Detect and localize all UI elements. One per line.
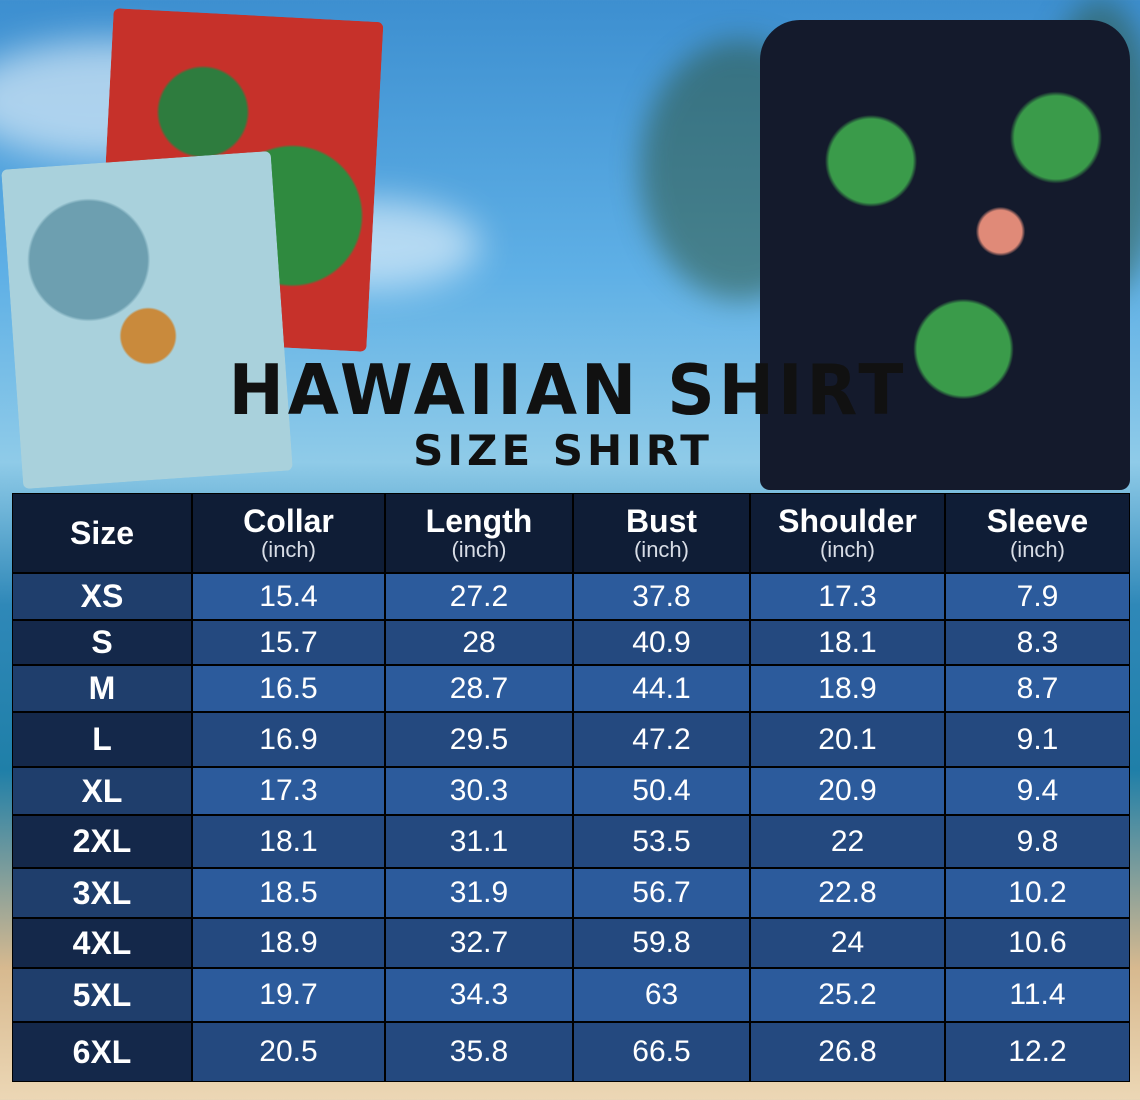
size-label-cell: 6XL bbox=[13, 1023, 191, 1081]
column-header-label: Length bbox=[425, 503, 533, 539]
size-label-cell: 4XL bbox=[13, 919, 191, 967]
measurement-cell: 22.8 bbox=[751, 869, 944, 917]
column-header-unit: (inch) bbox=[633, 537, 689, 562]
measurement-cell: 30.3 bbox=[386, 768, 572, 814]
column-header-unit: (inch) bbox=[451, 537, 507, 562]
column-header: Collar (inch) bbox=[193, 494, 384, 572]
measurement-cell: 40.9 bbox=[574, 621, 749, 664]
column-header: Size bbox=[13, 494, 191, 572]
size-label-cell: XL bbox=[13, 768, 191, 814]
size-label-cell: XS bbox=[13, 574, 191, 619]
size-chart-table: Size Collar (inch) Length (inch) Bust (inch) Sh… bbox=[12, 493, 1130, 1082]
measurement-cell: 20.5 bbox=[193, 1023, 384, 1081]
measurement-cell: 8.3 bbox=[946, 621, 1129, 664]
measurement-cell: 20.9 bbox=[751, 768, 944, 814]
column-header-unit: (inch) bbox=[1009, 537, 1065, 562]
measurement-cell: 19.7 bbox=[193, 969, 384, 1021]
measurement-cell: 63 bbox=[574, 969, 749, 1021]
measurement-cell: 53.5 bbox=[574, 816, 749, 867]
measurement-cell: 11.4 bbox=[946, 969, 1129, 1021]
measurement-cell: 18.1 bbox=[751, 621, 944, 664]
column-header: Shoulder (inch) bbox=[751, 494, 944, 572]
measurement-cell: 28 bbox=[386, 621, 572, 664]
measurement-cell: 10.2 bbox=[946, 869, 1129, 917]
measurement-cell: 56.7 bbox=[574, 869, 749, 917]
model-flamingo-shirt-image bbox=[760, 20, 1130, 490]
measurement-cell: 35.8 bbox=[386, 1023, 572, 1081]
measurement-cell: 31.9 bbox=[386, 869, 572, 917]
measurement-cell: 26.8 bbox=[751, 1023, 944, 1081]
measurement-cell: 15.7 bbox=[193, 621, 384, 664]
measurement-cell: 18.1 bbox=[193, 816, 384, 867]
column-header: Length (inch) bbox=[386, 494, 572, 572]
measurement-cell: 22 bbox=[751, 816, 944, 867]
measurement-cell: 12.2 bbox=[946, 1023, 1129, 1081]
measurement-cell: 47.2 bbox=[574, 713, 749, 766]
measurement-cell: 18.5 bbox=[193, 869, 384, 917]
measurement-cell: 16.5 bbox=[193, 666, 384, 711]
measurement-cell: 17.3 bbox=[193, 768, 384, 814]
size-label-cell: S bbox=[13, 621, 191, 664]
measurement-cell: 10.6 bbox=[946, 919, 1129, 967]
measurement-cell: 37.8 bbox=[574, 574, 749, 619]
measurement-cell: 31.1 bbox=[386, 816, 572, 867]
column-header-label: Sleeve bbox=[986, 503, 1089, 539]
measurement-cell: 17.3 bbox=[751, 574, 944, 619]
measurement-cell: 44.1 bbox=[574, 666, 749, 711]
column-header-label: Collar bbox=[243, 503, 334, 539]
column-header: Bust (inch) bbox=[574, 494, 749, 572]
measurement-cell: 9.1 bbox=[946, 713, 1129, 766]
measurement-cell: 16.9 bbox=[193, 713, 384, 766]
measurement-cell: 27.2 bbox=[386, 574, 572, 619]
measurement-cell: 34.3 bbox=[386, 969, 572, 1021]
size-label-cell: 5XL bbox=[13, 969, 191, 1021]
measurement-cell: 66.5 bbox=[574, 1023, 749, 1081]
measurement-cell: 28.7 bbox=[386, 666, 572, 711]
size-label-cell: 2XL bbox=[13, 816, 191, 867]
column-header-label: Size bbox=[69, 515, 135, 551]
page-title: HAWAIIAN SHIRT bbox=[228, 350, 908, 431]
column-header: Sleeve (inch) bbox=[946, 494, 1129, 572]
measurement-cell: 15.4 bbox=[193, 574, 384, 619]
measurement-cell: 24 bbox=[751, 919, 944, 967]
column-header-unit: (inch) bbox=[819, 537, 875, 562]
measurement-cell: 9.8 bbox=[946, 816, 1129, 867]
page-subtitle: SIZE SHIRT bbox=[413, 426, 713, 475]
measurement-cell: 29.5 bbox=[386, 713, 572, 766]
size-label-cell: M bbox=[13, 666, 191, 711]
measurement-cell: 50.4 bbox=[574, 768, 749, 814]
measurement-cell: 20.1 bbox=[751, 713, 944, 766]
size-label-cell: 3XL bbox=[13, 869, 191, 917]
column-header-label: Shoulder bbox=[778, 503, 917, 539]
measurement-cell: 7.9 bbox=[946, 574, 1129, 619]
measurement-cell: 25.2 bbox=[751, 969, 944, 1021]
measurement-cell: 18.9 bbox=[751, 666, 944, 711]
column-header-unit: (inch) bbox=[260, 537, 316, 562]
measurement-cell: 9.4 bbox=[946, 768, 1129, 814]
size-label-cell: L bbox=[13, 713, 191, 766]
measurement-cell: 32.7 bbox=[386, 919, 572, 967]
measurement-cell: 8.7 bbox=[946, 666, 1129, 711]
measurement-cell: 59.8 bbox=[574, 919, 749, 967]
measurement-cell: 18.9 bbox=[193, 919, 384, 967]
column-header-label: Bust bbox=[625, 503, 698, 539]
